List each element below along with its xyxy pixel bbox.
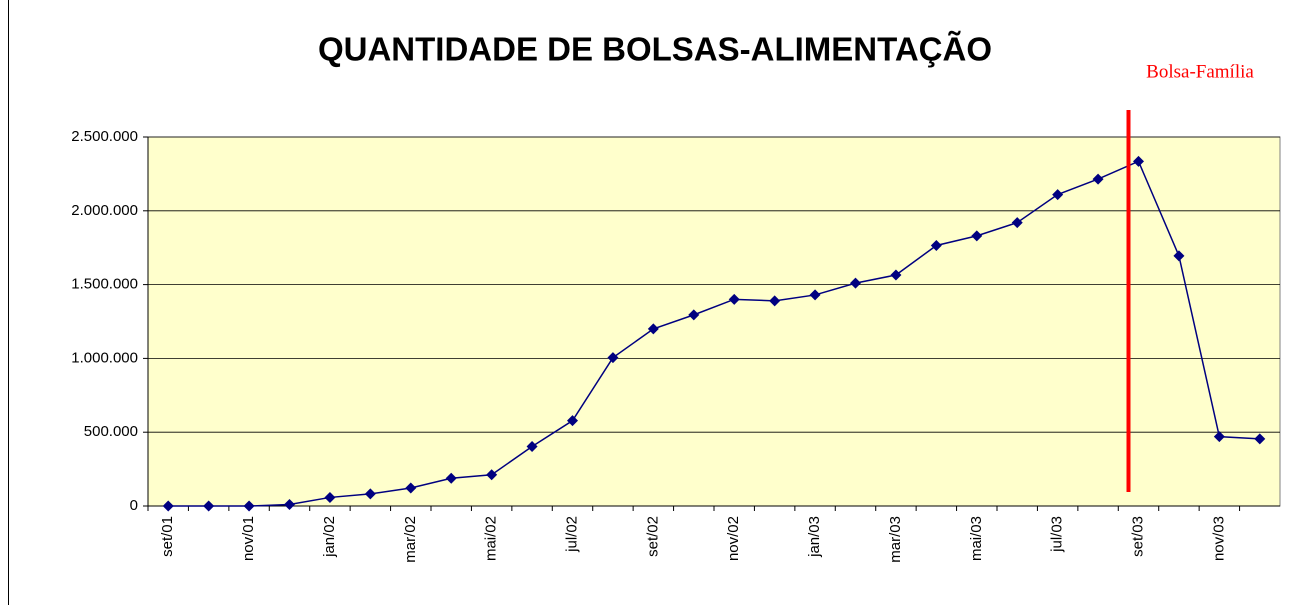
x-tick-label: mar/03 bbox=[887, 516, 904, 563]
marker bbox=[890, 269, 902, 281]
marker bbox=[1213, 431, 1225, 443]
marker bbox=[1133, 155, 1144, 167]
marker bbox=[567, 415, 578, 427]
chart-border bbox=[8, 0, 9, 605]
y-tick-label: 2.500.000 bbox=[71, 128, 138, 145]
marker bbox=[850, 277, 861, 289]
marker bbox=[445, 472, 457, 484]
marker bbox=[1092, 173, 1104, 185]
marker bbox=[809, 289, 821, 301]
marker bbox=[405, 482, 417, 494]
x-tick-label: mai/03 bbox=[968, 516, 985, 561]
marker bbox=[324, 491, 336, 503]
marker bbox=[607, 352, 619, 364]
marker bbox=[647, 323, 659, 335]
marker bbox=[526, 441, 538, 453]
x-tick-label: mai/02 bbox=[483, 516, 500, 561]
x-tick-label: jul/02 bbox=[563, 516, 580, 553]
x-tick-label: set/01 bbox=[159, 516, 176, 557]
marker bbox=[284, 499, 295, 511]
x-tick-label: set/03 bbox=[1129, 516, 1146, 557]
x-tick-label: set/02 bbox=[644, 516, 661, 557]
marker bbox=[203, 500, 215, 512]
marker bbox=[243, 500, 255, 512]
x-tick-label: mar/02 bbox=[402, 516, 419, 563]
y-tick-label: 500.000 bbox=[84, 423, 138, 440]
plot-area bbox=[147, 136, 1281, 507]
marker bbox=[364, 488, 376, 500]
x-tick-label: nov/01 bbox=[240, 516, 257, 561]
x-tick-label: jan/03 bbox=[806, 516, 823, 558]
x-tick-label: nov/03 bbox=[1210, 516, 1227, 561]
annotation-label: Bolsa-Família bbox=[1146, 61, 1254, 82]
marker bbox=[688, 309, 700, 321]
marker bbox=[769, 295, 781, 307]
marker bbox=[486, 469, 498, 481]
line bbox=[168, 160, 1260, 507]
marker bbox=[728, 293, 740, 305]
marker bbox=[930, 239, 942, 251]
marker bbox=[1173, 250, 1185, 262]
marker bbox=[1052, 189, 1064, 201]
y-tick-label: 1.000.000 bbox=[71, 349, 138, 366]
marker bbox=[971, 230, 983, 242]
chart-title: QUANTIDADE DE BOLSAS-ALIMENTAÇÃO bbox=[318, 31, 992, 68]
x-tick-label: jan/02 bbox=[321, 516, 338, 558]
marker bbox=[1011, 217, 1023, 229]
x-tick-label: jul/03 bbox=[1049, 516, 1066, 553]
y-tick-label: 1.500.000 bbox=[71, 276, 138, 293]
x-tick-label: nov/02 bbox=[725, 516, 742, 561]
marker bbox=[162, 500, 174, 512]
y-tick-label: 0 bbox=[130, 497, 138, 514]
y-tick-label: 2.000.000 bbox=[71, 202, 138, 219]
marker bbox=[1254, 433, 1266, 445]
